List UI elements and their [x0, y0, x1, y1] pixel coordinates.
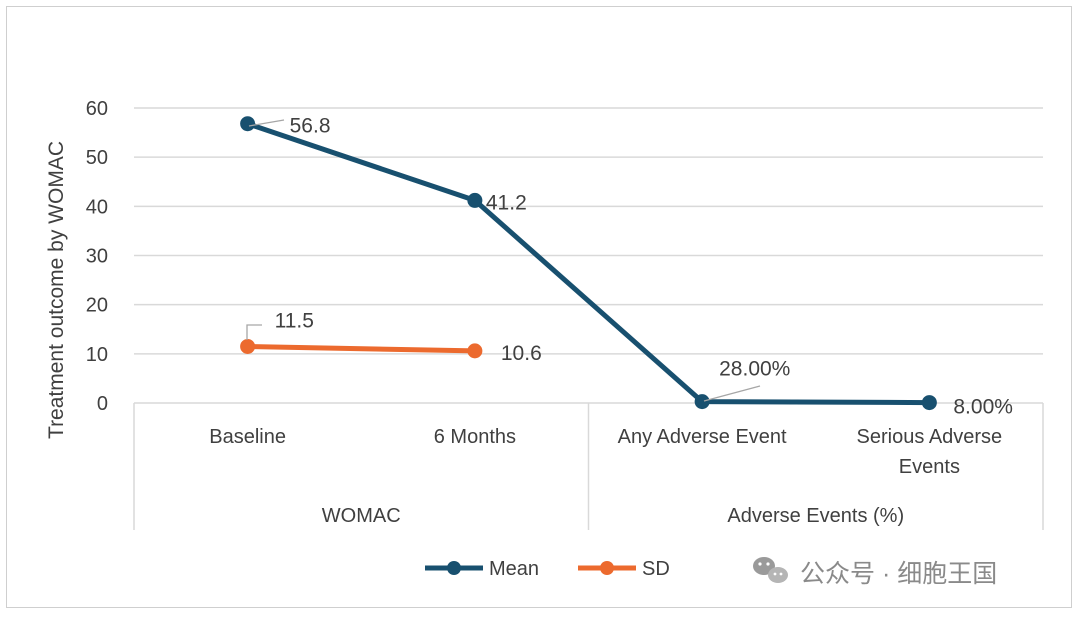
watermark-text: 公众号 · 细胞王国	[800, 560, 997, 588]
y-axis: 0 10 20 30 40 50 60	[86, 98, 108, 415]
series-line-mean	[246, 121, 930, 406]
x-tick-label: 6 Months	[434, 426, 516, 448]
label-leader-line	[703, 385, 761, 402]
x-tick-label-line: Any Adverse Event	[618, 426, 787, 448]
x-tick-label-line: Events	[899, 456, 960, 478]
x-group-label: Adverse Events (%)	[727, 505, 904, 527]
y-tick-label: 0	[97, 393, 108, 415]
watermark: 公众号 · 细胞王国	[753, 557, 997, 588]
y-tick-label: 60	[86, 98, 108, 120]
data-label: 8.00%	[953, 396, 1013, 419]
x-group-label: WOMAC	[322, 505, 401, 527]
y-tick-label: 10	[86, 344, 108, 366]
data-point-mean	[467, 192, 483, 208]
gridlines	[134, 107, 1043, 404]
x-tick-label-line: 6 Months	[434, 426, 516, 448]
series-layer	[240, 116, 937, 411]
legend: Mean SD	[425, 558, 670, 580]
x-tick-label-line: Serious Adverse	[857, 426, 1003, 448]
wechat-icon	[753, 557, 788, 583]
y-tick-label: 30	[86, 246, 108, 268]
y-tick-label: 40	[86, 196, 108, 218]
chart-frame	[6, 6, 1072, 608]
data-label: 56.8	[290, 115, 331, 138]
data-point-sd	[467, 343, 483, 359]
label-leader-line	[248, 119, 285, 127]
label-leader-line	[246, 324, 262, 340]
y-tick-label: 20	[86, 295, 108, 317]
y-axis-title: Treatment outcome by WOMAC	[45, 141, 68, 439]
data-label: 10.6	[501, 342, 542, 365]
data-label: 11.5	[275, 309, 314, 332]
legend-swatch-marker	[600, 561, 614, 575]
data-label: 28.00%	[719, 358, 790, 381]
data-labels: 56.8 41.2 28.00% 8.00% 11.5 10.6	[246, 115, 1013, 419]
data-point-mean	[694, 394, 710, 410]
x-tick-label-line: Baseline	[209, 426, 286, 448]
x-tick-label: Any Adverse Event	[618, 426, 787, 448]
y-tick-label: 50	[86, 147, 108, 169]
series-line-sd	[247, 344, 475, 354]
legend-label: SD	[642, 558, 670, 580]
x-axis: Baseline 6 Months Any Adverse Event Serious…	[133, 403, 1044, 530]
legend-label: Mean	[489, 558, 539, 580]
x-tick-label: Serious Adverse Events	[857, 426, 1003, 478]
data-label: 41.2	[486, 191, 527, 214]
data-point-sd	[240, 338, 256, 354]
data-point-mean	[240, 116, 256, 132]
x-tick-label: Baseline	[209, 426, 286, 448]
data-point-mean	[921, 395, 937, 411]
legend-swatch-marker	[447, 561, 461, 575]
